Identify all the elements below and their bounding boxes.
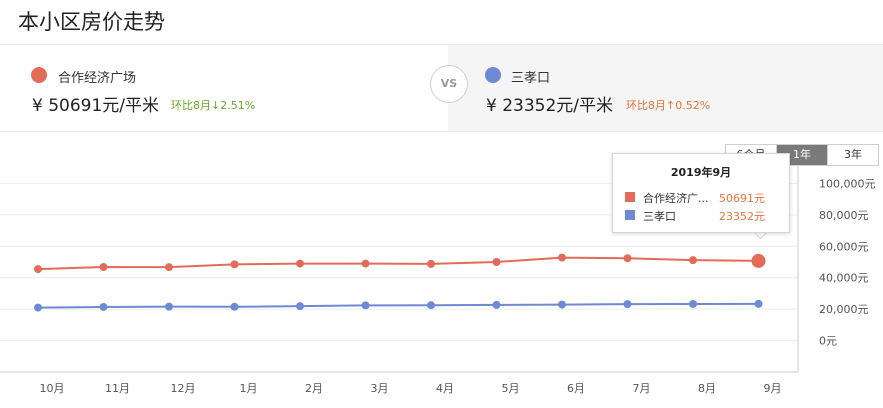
data-point [230, 260, 239, 269]
right-change: 环比8月↑0.52% [626, 99, 711, 112]
data-point [99, 263, 108, 272]
tooltip-swatch-right [625, 210, 635, 220]
chart-tooltip: 2019年9月 合作经济广... 50691元 三孝口 23352元 [612, 153, 790, 233]
x-tick-label: 10月 [40, 382, 65, 395]
data-point [165, 302, 173, 311]
x-tick-label: 8月 [698, 382, 716, 395]
y-tick-label: 0元 [819, 335, 837, 348]
tooltip-swatch-left [625, 192, 635, 202]
data-point [492, 258, 501, 266]
data-point [427, 259, 435, 268]
tooltip-value-right: 23352元 [719, 210, 765, 223]
tooltip-name-right: 三孝口 [643, 210, 676, 223]
tooltip-title: 2019年9月 [670, 166, 732, 179]
y-tick-label: 20,000元 [819, 303, 869, 316]
right-community-name: 三孝口 [511, 71, 551, 86]
data-point [361, 259, 370, 268]
left-legend-dot [31, 67, 47, 83]
vs-badge: VS [430, 65, 468, 103]
data-point [296, 259, 304, 268]
data-point [558, 253, 566, 262]
data-point [754, 299, 763, 308]
x-tick-label: 11月 [105, 382, 130, 395]
x-tick-label: 3月 [371, 382, 389, 395]
data-point [623, 300, 632, 309]
data-point [34, 303, 42, 312]
data-point [34, 265, 42, 274]
data-point [296, 302, 304, 311]
data-point [99, 302, 108, 311]
data-point [623, 254, 632, 263]
x-tick-label: 7月 [633, 382, 651, 395]
series-line-1 [37, 302, 759, 309]
x-tick-label: 12月 [171, 382, 196, 395]
compare-left: 合作经济广场 ¥ 50691元/平米 环比8月↓2.51% [0, 45, 448, 131]
data-point [361, 301, 370, 310]
tooltip-name-left: 合作经济广... [643, 192, 709, 205]
data-point [689, 299, 697, 308]
right-price: ¥ 23352元/平米 [486, 96, 614, 116]
y-tick-label: 80,000元 [819, 209, 869, 222]
y-tick-label: 40,000元 [819, 272, 869, 285]
y-tick-label: 100,000元 [819, 177, 876, 190]
data-point [751, 253, 766, 268]
x-tick-label: 5月 [502, 382, 520, 395]
series-line-0 [37, 256, 759, 271]
tab-3-years[interactable]: 3年 [828, 145, 878, 165]
data-point [558, 300, 566, 309]
y-tick-label: 60,000元 [819, 240, 869, 253]
data-point [492, 300, 501, 309]
left-price: ¥ 50691元/平米 [32, 96, 160, 116]
data-point [230, 302, 239, 311]
right-legend-dot [485, 67, 501, 83]
x-tick-label: 6月 [567, 382, 585, 395]
tooltip-value-left: 50691元 [719, 192, 765, 205]
compare-right: 三孝口 ¥ 23352元/平米 环比8月↑0.52% [448, 45, 883, 131]
price-trend-chart: 100,000元 80,000元 60,000元 40,000元 20,000元 0元 10… [0, 152, 876, 395]
left-change: 环比8月↓2.51% [171, 99, 256, 112]
data-point [689, 256, 697, 265]
data-point [427, 301, 435, 310]
page-title: 本小区房价走势 [18, 10, 165, 34]
x-tick-label: 2月 [305, 382, 323, 395]
left-community-name: 合作经济广场 [58, 71, 137, 86]
x-tick-label: 1月 [240, 382, 258, 395]
x-tick-label: 9月 [764, 382, 782, 395]
compare-panel: 合作经济广场 ¥ 50691元/平米 环比8月↓2.51% 三孝口 ¥ 2335… [0, 44, 883, 132]
x-tick-label: 4月 [436, 382, 454, 395]
data-point [165, 263, 173, 272]
